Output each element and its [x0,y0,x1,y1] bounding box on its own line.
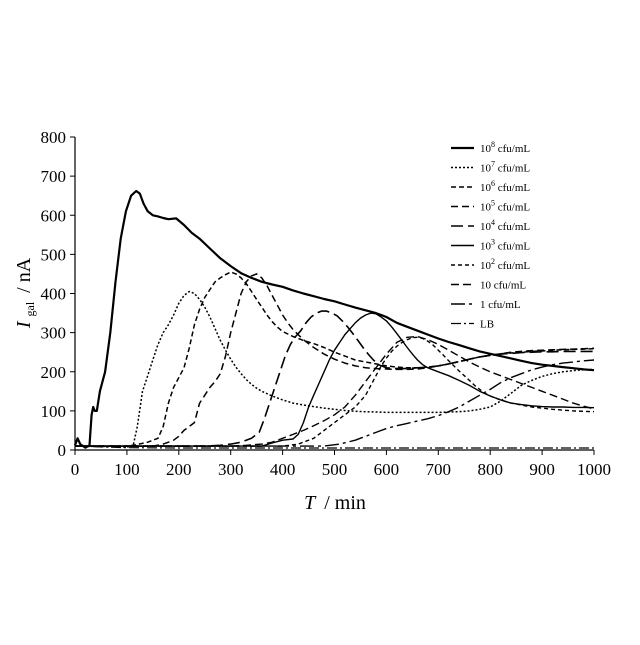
x-tick-label: 800 [477,460,503,479]
legend-label-0: 108 cfu/mL [480,140,530,155]
x-tick-label: 400 [270,460,296,479]
x-axis-title: T / min [304,492,366,514]
y-axis-subscript: gal [23,301,37,316]
y-tick-label: 600 [41,206,67,225]
x-tick-label: 900 [529,460,555,479]
legend-label-9: LB [480,319,494,331]
y-tick-label: 500 [41,245,67,264]
x-tick-label: 0 [71,460,80,479]
x-tick-label: 300 [218,460,244,479]
legend-label-8: 1 cfu/mL [480,299,521,311]
legend-label-7: 10 cfu/mL [480,280,526,292]
x-axis-variable: T [304,492,317,514]
x-tick-label: 100 [114,460,140,479]
x-tick-label: 700 [426,460,452,479]
y-tick-label: 200 [41,363,67,382]
legend-label-4: 104 cfu/mL [480,218,530,233]
x-axis-unit: / min [324,492,366,514]
x-tick-label: 500 [322,460,348,479]
y-tick-label: 100 [41,402,67,421]
legend-label-5: 103 cfu/mL [480,238,530,253]
legend-label-1: 107 cfu/mL [480,160,530,175]
y-tick-label: 300 [41,324,67,343]
legend-label-2: 106 cfu/mL [480,179,530,194]
y-axis-variable: I [13,320,35,329]
y-tick-label: 800 [41,128,67,147]
y-tick-label: 700 [41,167,67,186]
y-tick-label: 400 [41,285,67,304]
y-tick-label: 0 [58,441,67,460]
legend-label-3: 105 cfu/mL [480,199,530,214]
x-tick-label: 200 [166,460,192,479]
y-axis-unit: / nA [13,257,35,293]
legend-label-6: 102 cfu/mL [480,257,530,272]
x-tick-label: 1000 [577,460,611,479]
x-tick-label: 600 [374,460,400,479]
